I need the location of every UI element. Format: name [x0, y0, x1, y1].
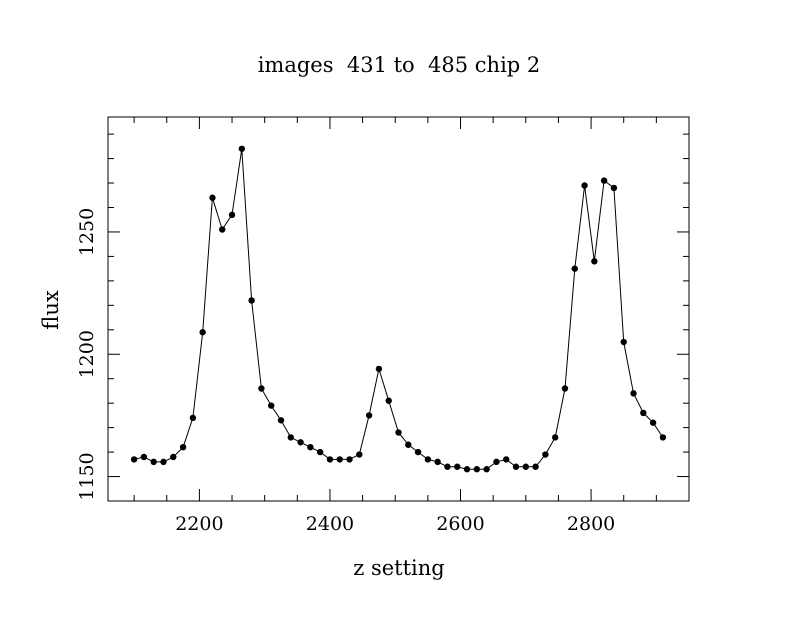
data-point [170, 453, 177, 461]
data-point [620, 338, 627, 346]
data-point [336, 456, 343, 463]
x-axis-label: z setting [353, 556, 445, 580]
x-tick-label: 2200 [175, 513, 223, 535]
data-point [375, 365, 383, 373]
data-point [551, 434, 559, 441]
data-point [179, 443, 187, 451]
data-point [542, 451, 549, 458]
x-tick-label: 2800 [567, 513, 615, 535]
data-point [444, 463, 451, 470]
data-point [277, 417, 285, 424]
data-point [160, 458, 167, 466]
flux-series-points [130, 145, 667, 473]
data-point [405, 441, 412, 448]
data-point [228, 211, 236, 219]
data-point [483, 466, 490, 473]
data-point [581, 182, 588, 189]
data-point [414, 448, 422, 456]
data-point [610, 184, 618, 192]
data-point [238, 145, 246, 152]
chart-title: images 431 to 485 chip 2 [258, 53, 541, 77]
plot-frame [107, 116, 690, 502]
data-point [591, 258, 598, 265]
y-tick-labels: 1150 1200 1250 [76, 208, 98, 501]
data-point [385, 397, 392, 404]
data-point [395, 429, 402, 436]
data-point [571, 265, 578, 272]
data-point [532, 463, 539, 470]
data-point [140, 453, 148, 461]
data-point [649, 419, 657, 426]
data-point [356, 451, 363, 458]
data-point [258, 385, 265, 392]
data-point [307, 443, 314, 451]
data-point [512, 463, 520, 470]
axis-ticks [108, 117, 689, 501]
y-tick-label: 1200 [76, 330, 98, 378]
data-point [199, 329, 206, 336]
data-point [522, 463, 529, 470]
data-point [209, 194, 216, 201]
data-point [248, 297, 255, 304]
data-point [346, 456, 353, 463]
y-tick-label: 1250 [76, 208, 98, 256]
data-point [434, 458, 441, 466]
data-point [630, 390, 637, 397]
data-point [219, 226, 226, 233]
data-point [463, 466, 471, 473]
data-point [640, 409, 647, 417]
data-point [189, 414, 197, 422]
y-tick-label: 1150 [76, 452, 98, 500]
data-point [316, 448, 324, 456]
data-point [326, 456, 334, 463]
data-point [473, 466, 481, 473]
data-point [287, 434, 294, 441]
data-point [297, 439, 304, 446]
data-point [130, 456, 138, 463]
data-point [150, 458, 157, 466]
data-point [600, 177, 608, 184]
x-tick-labels: 2200 2400 2600 2800 [175, 513, 615, 535]
data-point [659, 434, 667, 441]
data-point [424, 456, 432, 463]
y-axis-label: flux [39, 290, 63, 330]
data-point [454, 463, 461, 470]
data-point [561, 385, 569, 392]
x-tick-label: 2600 [436, 513, 484, 535]
data-point [268, 402, 275, 409]
data-point [493, 458, 500, 466]
data-point [365, 412, 373, 419]
data-point [503, 456, 510, 463]
x-tick-label: 2400 [306, 513, 354, 535]
